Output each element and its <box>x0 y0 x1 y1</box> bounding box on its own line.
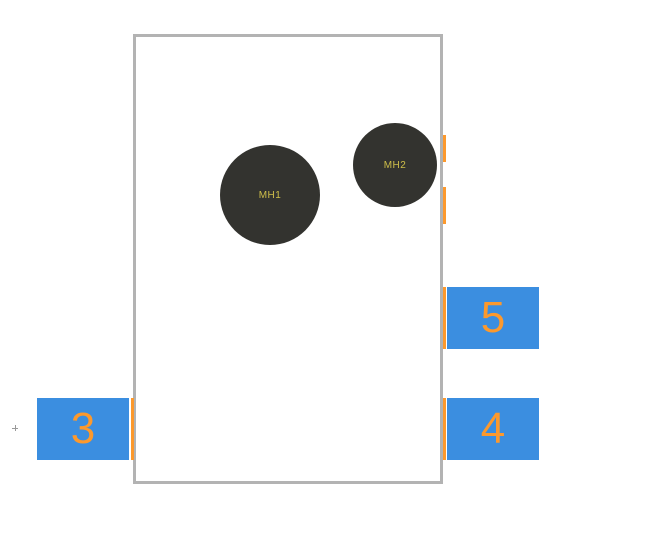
pad-5: 5 <box>447 287 539 349</box>
pad-4: 4 <box>447 398 539 460</box>
pad-3: 3 <box>37 398 129 460</box>
hole-label-mh2: MH2 <box>384 160 407 171</box>
mounting-hole-mh1: MH1 <box>220 145 320 245</box>
pcb-footprint-canvas: MH1 MH2 3 5 4 <box>0 0 668 548</box>
pad-3-edge <box>131 398 134 460</box>
edge-overlay <box>443 135 446 162</box>
pad-4-label: 4 <box>481 404 505 454</box>
edge-overlay <box>443 187 446 224</box>
hole-label-mh1: MH1 <box>259 190 282 201</box>
mounting-hole-mh2: MH2 <box>353 123 437 207</box>
component-outline <box>133 34 443 484</box>
pad-5-label: 5 <box>481 293 505 343</box>
pad-4-edge <box>443 398 446 460</box>
origin-crosshair <box>12 425 18 431</box>
pad-5-edge <box>443 287 446 349</box>
pad-3-label: 3 <box>71 404 95 454</box>
